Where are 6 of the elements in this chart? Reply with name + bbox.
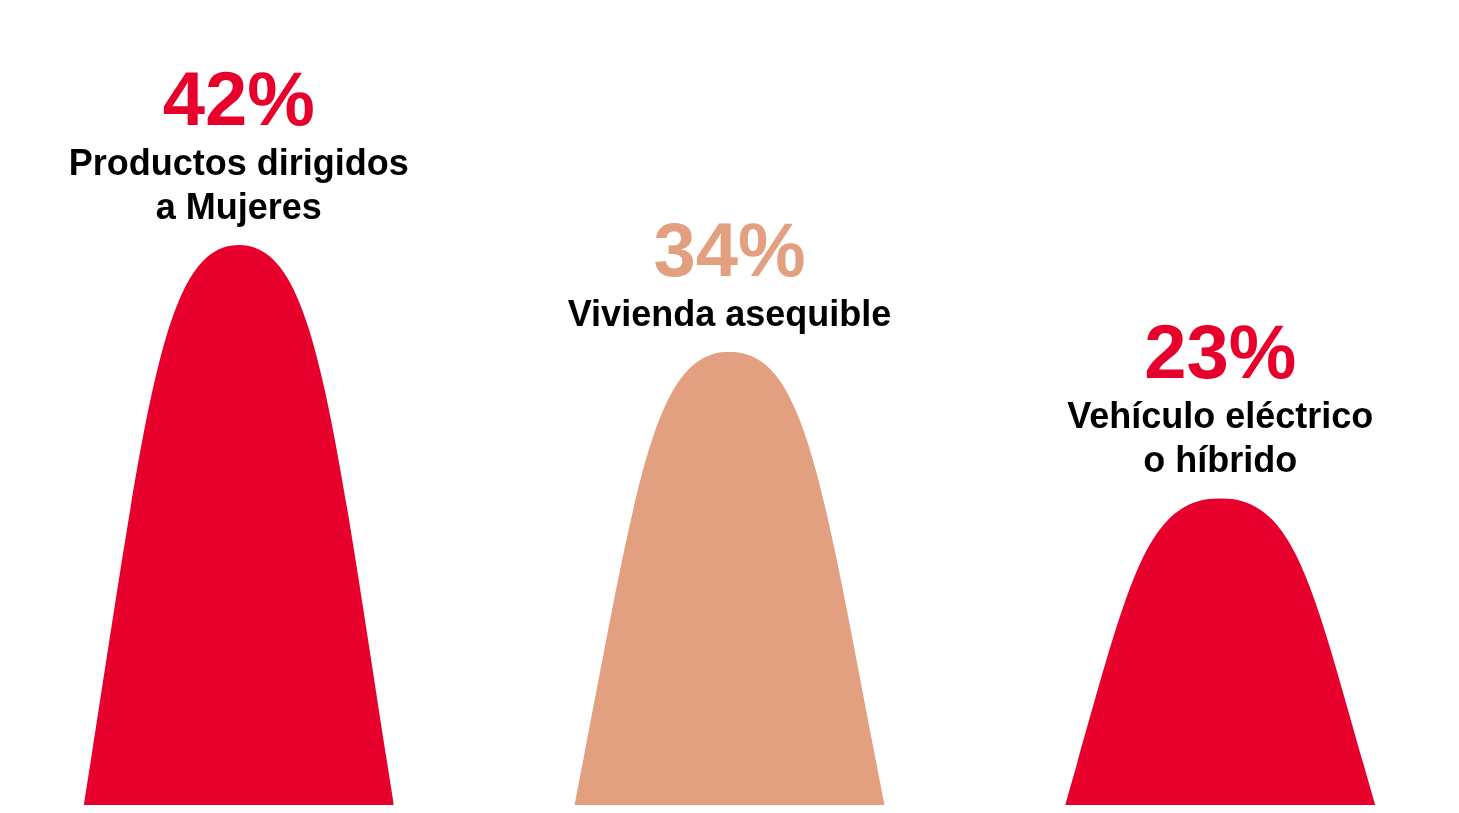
data-label: 23% — [1144, 309, 1297, 395]
x-tick-label: Vivienda asequible — [567, 292, 892, 334]
data-label: 34% — [653, 206, 806, 292]
x-tick-label: Productos dirigidos a Mujeres — [68, 142, 409, 227]
data-label: 42% — [162, 56, 315, 141]
x-tick-label: Vehículo eléctrico o híbrido — [1067, 395, 1374, 481]
